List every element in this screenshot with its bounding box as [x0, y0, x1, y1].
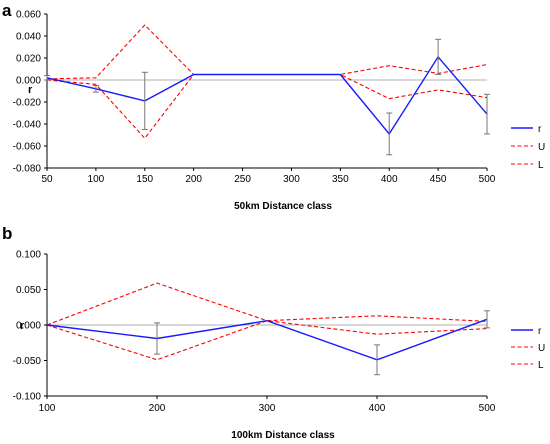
- plot-area-a: 0.060 0.040 0.020 0.000 -0.020 -0.040 -0.060 -0…: [13, 10, 496, 186]
- y-tick-label: 0.050: [16, 285, 41, 296]
- y-tick-label: 0.060: [16, 10, 41, 21]
- legend-b: rUL: [511, 326, 545, 371]
- chart-panel-a: a r 50km Distance class 0.0600.0400.0200…: [2, 1, 545, 212]
- x-tick-label: 100: [88, 174, 105, 185]
- series-line-U: [46, 282, 488, 326]
- y-tick-label: 0.040: [16, 32, 41, 43]
- series-line-U: [46, 24, 488, 80]
- x-tick-label: 500: [479, 174, 496, 185]
- x-tick-label: 400: [381, 174, 398, 185]
- x-axis-label-b: 100km Distance class: [231, 430, 335, 441]
- y-tick-label: -0.080: [13, 164, 42, 175]
- x-tick-label: 200: [149, 403, 166, 414]
- x-tick-label: 400: [369, 403, 386, 414]
- legend-label-r: r: [538, 326, 542, 337]
- chart-panel-b: b r 100km Distance class 0.100 0.050 0.000…: [2, 224, 545, 441]
- x-axis-label-a: 50km Distance class: [234, 201, 332, 212]
- y-axis-label-b: r: [20, 320, 25, 332]
- x-tick-label: 350: [332, 174, 349, 185]
- x-tick-label: 500: [479, 403, 496, 414]
- legend-label-L: L: [538, 160, 544, 171]
- legend-label-U: U: [538, 142, 545, 153]
- series-line-L: [46, 320, 488, 361]
- y-tick-label: 0.100: [16, 250, 41, 261]
- y-tick-label: -0.060: [13, 142, 42, 153]
- x-tick-label: 150: [136, 174, 153, 185]
- panel-label-a: a: [2, 1, 12, 20]
- x-tick-label: 250: [234, 174, 251, 185]
- x-tick-label: 300: [283, 174, 300, 185]
- y-tick-label: -0.100: [13, 392, 42, 403]
- y-tick-label: -0.050: [13, 356, 42, 367]
- series-line-r: [46, 55, 488, 136]
- x-tick-label: 200: [185, 174, 202, 185]
- legend-a: rUL: [511, 124, 545, 171]
- x-tick-label: 50: [41, 174, 53, 185]
- legend-label-U: U: [538, 343, 545, 354]
- legend-label-r: r: [538, 124, 542, 135]
- y-tick-label: 0.000: [16, 76, 41, 87]
- y-tick-label: 0.020: [16, 54, 41, 65]
- x-tick-label: 100: [39, 403, 56, 414]
- x-tick-label: 450: [430, 174, 447, 185]
- panel-label-b: b: [2, 224, 12, 243]
- y-axis-label-a: r: [28, 84, 33, 96]
- y-tick-label: 0.000: [16, 321, 41, 332]
- x-tick-label: 300: [259, 403, 276, 414]
- series-line-r: [46, 318, 488, 361]
- y-tick-label: -0.040: [13, 120, 42, 131]
- y-tick-label: -0.020: [13, 98, 42, 109]
- legend-label-L: L: [538, 360, 544, 371]
